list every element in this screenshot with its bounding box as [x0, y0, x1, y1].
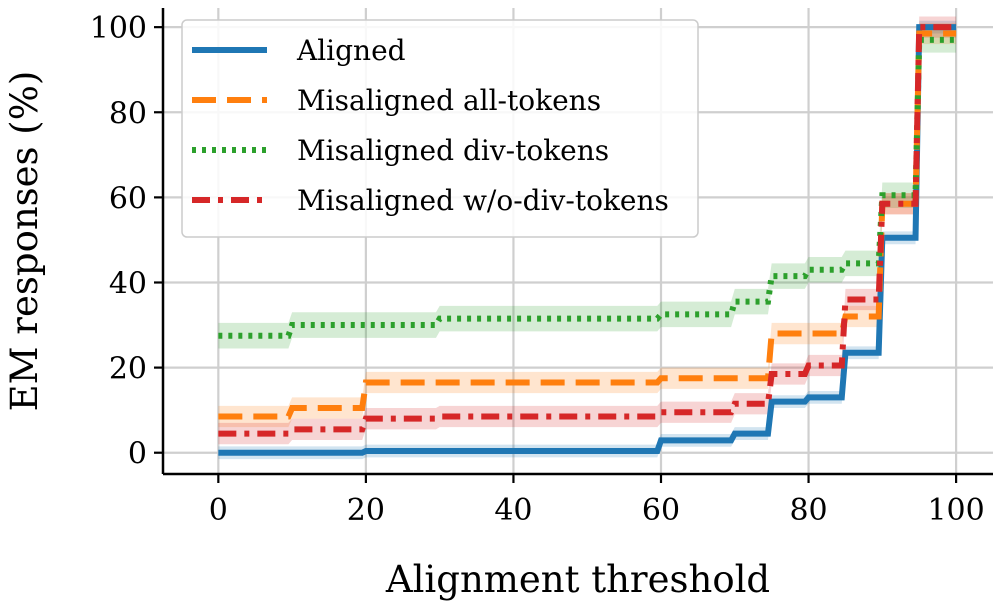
legend-label-aligned: Aligned [296, 34, 406, 67]
misaligned-all-tokens-line [218, 30, 957, 420]
confidence-bands [218, 16, 957, 460]
legend-box [181, 19, 699, 238]
y-tick-label: 40 [109, 266, 147, 301]
axes [161, 8, 993, 476]
ticks: 0 20 40 60 80 100 0 20 40 60 80 100 [90, 11, 985, 528]
y-tick-label: 100 [90, 11, 147, 46]
x-axis-title: Alignment threshold [385, 558, 770, 601]
x-tick-label: 40 [494, 493, 532, 528]
y-tick-label: 20 [109, 352, 147, 387]
series-lines [218, 24, 957, 456]
legend-label-misaligned-w-o-div-tokens: Misaligned w/o-div-tokens [297, 184, 669, 217]
aligned-line [218, 24, 957, 456]
y-axis-title: EM responses (%) [3, 71, 46, 412]
misaligned-w-o-div-tokens-line [218, 24, 957, 437]
x-tick-label: 20 [347, 493, 385, 528]
y-tick-label: 80 [109, 96, 147, 131]
legend-label-misaligned-all-tokens: Misaligned all-tokens [297, 84, 601, 117]
y-tick-label: 0 [128, 437, 147, 472]
legend: Aligned Misaligned all-tokens Misaligned d… [181, 19, 699, 238]
x-tick-label: 60 [642, 493, 680, 528]
misaligned-div-tokens-band [218, 27, 957, 349]
misaligned-all-tokens-band [218, 22, 957, 428]
x-tick-label: 100 [927, 493, 984, 528]
y-tick-label: 60 [109, 181, 147, 216]
legend-label-misaligned-div-tokens: Misaligned div-tokens [297, 134, 609, 167]
x-tick-label: 0 [209, 493, 228, 528]
x-tick-label: 80 [789, 493, 827, 528]
